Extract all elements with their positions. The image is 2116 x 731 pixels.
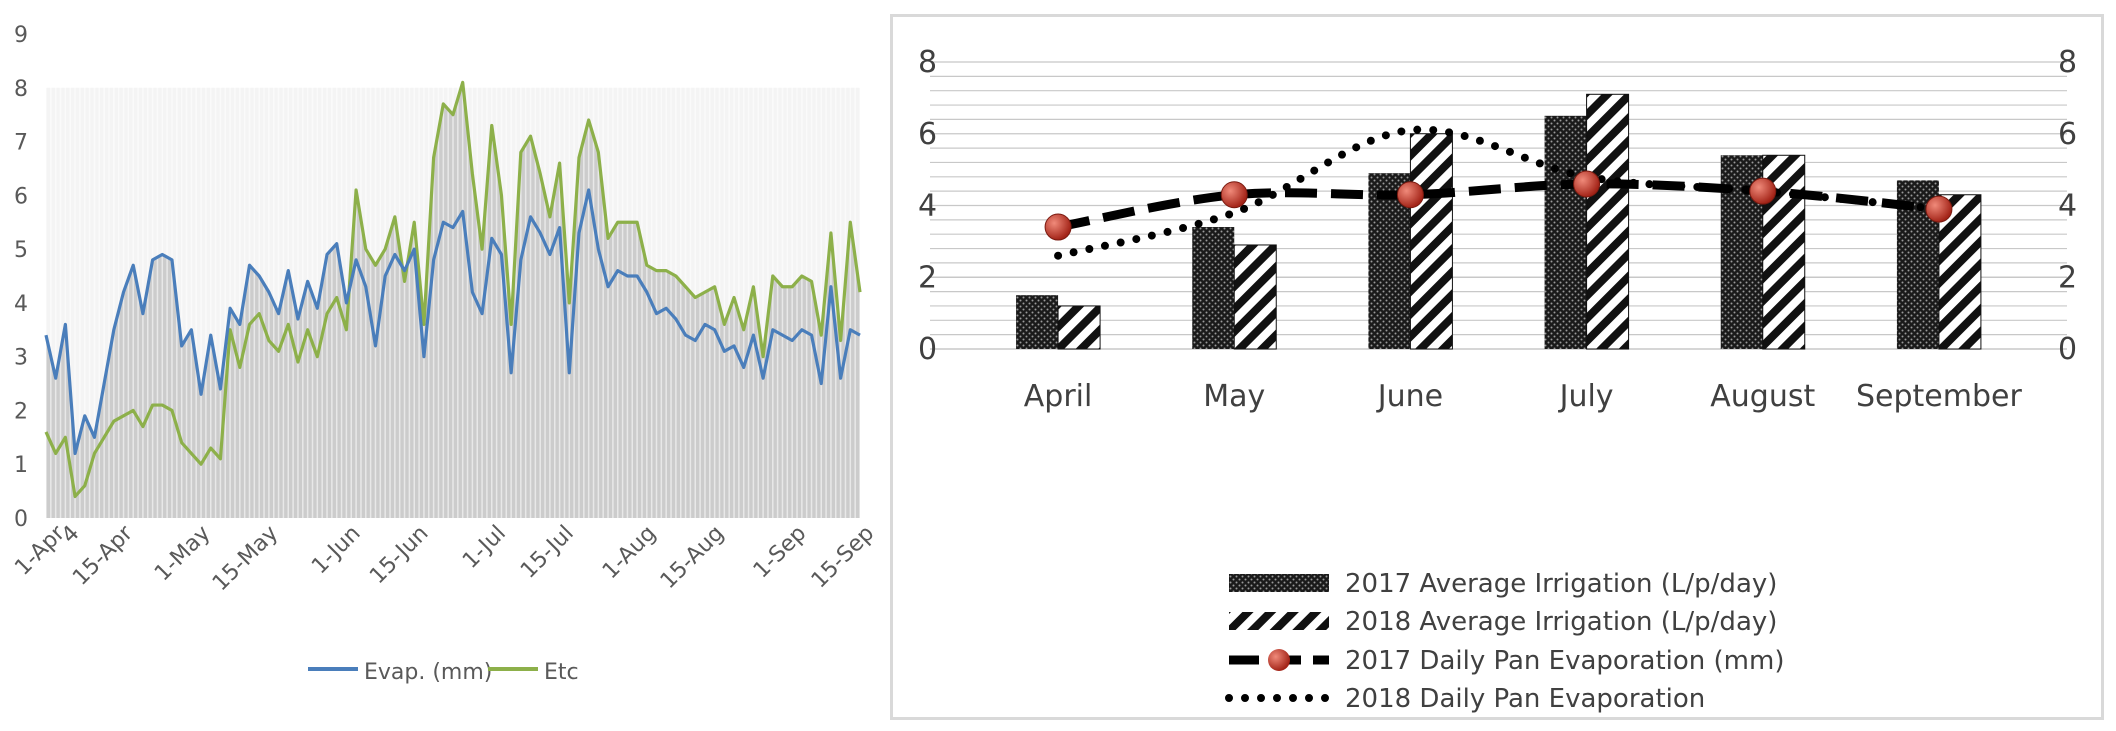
y-tick-label: 9 (14, 23, 28, 48)
bar-2018-july (1586, 93, 1630, 350)
y-tick-label: 4 (14, 292, 28, 317)
legend-evap-label: Evap. (mm) (364, 660, 492, 685)
y-tick-label: 3 (14, 346, 28, 371)
y-tick-label: 1 (14, 453, 28, 478)
x-tick-label: 1-Jun (307, 521, 365, 579)
x-tick-label: 1-Jul (458, 521, 511, 574)
legend-2017-evap-label: 2017 Daily Pan Evaporation (mm) (1345, 646, 1784, 676)
y-tick-label: 2 (918, 260, 937, 295)
x-tick-label: 15-Jul (516, 521, 579, 584)
y-axis-ticks: 0 1 2 3 4 5 6 7 8 9 (14, 23, 28, 532)
marker-2017-september (1925, 195, 1953, 223)
filled-area-region (45, 77, 861, 519)
legend-2017-irrigation-label: 2017 Average Irrigation (L/p/day) (1345, 569, 1777, 599)
y-tick-label: 6 (918, 117, 937, 152)
x-tick-label: 15-May (208, 521, 283, 596)
gridlines (930, 61, 2067, 350)
evaporation-lines (1044, 125, 1953, 260)
legend-2018-irrigation-label: 2018 Average Irrigation (L/p/day) (1345, 607, 1777, 637)
irrigation-bar-chart: 0 2 4 6 8 0 2 4 6 8 April May June July August Septem… (918, 45, 2077, 714)
x-category-label: September (1856, 379, 2022, 414)
legend-2017-evap-marker (1268, 649, 1290, 671)
bar-2017-may (1192, 227, 1235, 349)
legend-etc-label: Etc (544, 660, 579, 685)
y-tick-label: 8 (14, 77, 28, 102)
x-tick-label: 15-Jun (365, 521, 433, 589)
y-axis-ticks: 0 2 4 6 8 (918, 45, 937, 367)
y-tick-label: 2 (14, 399, 28, 424)
y-tick-label: 4 (918, 189, 937, 224)
secondary-y-tick-label: 2 (2058, 260, 2077, 295)
line-2017-pan-evaporation (1057, 179, 1940, 232)
secondary-y-tick-label: 8 (2058, 45, 2077, 80)
y-tick-label: 5 (14, 238, 28, 263)
bar-2018-april (1057, 305, 1101, 350)
x-category-label: May (1203, 379, 1265, 414)
x-tick-label: 1-Aug (598, 521, 661, 584)
legend-2017-irrigation-swatch (1229, 574, 1329, 592)
bar-2018-may (1233, 244, 1277, 350)
x-tick-label: 15-Sep (807, 521, 879, 593)
bars (1016, 93, 1982, 350)
series-line-evap (44, 188, 861, 456)
secondary-y-tick-label: 6 (2058, 117, 2077, 152)
bar-2018-june (1409, 133, 1453, 350)
secondary-y-tick-label: 0 (2058, 332, 2077, 367)
y-tick-label: 6 (14, 184, 28, 209)
x-tick-label: 15-Apr (68, 520, 138, 590)
series-lines (44, 80, 862, 499)
legend-2018-evap-label: 2018 Daily Pan Evaporation (1345, 684, 1705, 714)
secondary-y-tick-label: 4 (2058, 189, 2077, 224)
marker-2017-june (1396, 181, 1424, 209)
legend-2018-irrigation-swatch (1229, 612, 1329, 630)
x-axis-categories: April May June July August September (1024, 379, 2023, 414)
x-tick-label: 1-May (150, 521, 215, 586)
bar-2017-july (1544, 115, 1587, 349)
x-tick-label: 15-Aug (656, 521, 729, 594)
legend: Evap. (mm) Etc (308, 660, 579, 685)
x-category-label: July (1558, 379, 1614, 414)
y-tick-label: 0 (918, 332, 937, 367)
y-tick-label: 0 (14, 507, 28, 532)
legend: 2017 Average Irrigation (L/p/day) 2018 A… (1225, 569, 1784, 714)
series-line-etc (44, 80, 862, 499)
secondary-y-axis-ticks: 0 2 4 6 8 (2058, 45, 2077, 367)
y-tick-label: 8 (918, 45, 937, 80)
x-tick-label: 1-Sep (749, 521, 812, 584)
line-2018-pan-evaporation (1054, 125, 1943, 260)
y-tick-label: 7 (14, 131, 28, 156)
x-category-label: April (1024, 379, 1093, 414)
x-category-label: August (1710, 379, 1815, 414)
marker-2017-july (1573, 170, 1601, 198)
chart-frame (890, 14, 2104, 720)
marker-2017-april (1044, 213, 1072, 241)
bar-2017-april (1016, 295, 1059, 349)
x-category-label: June (1376, 379, 1443, 414)
marker-2017-august (1749, 177, 1777, 205)
marker-2017-may (1220, 181, 1248, 209)
